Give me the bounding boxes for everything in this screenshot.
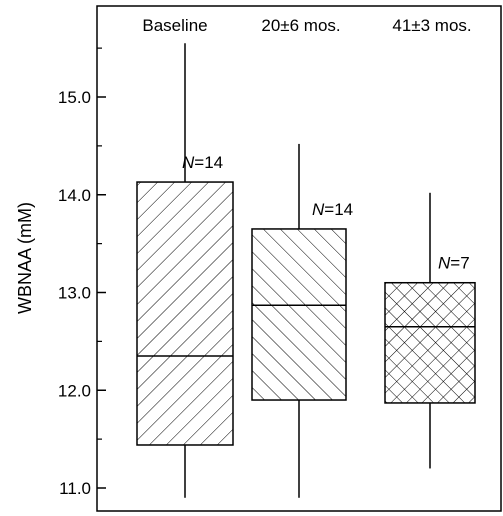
y-tick-label: 11.0 [59,479,91,498]
boxes [136,43,476,498]
n-label: N=7 [438,254,470,273]
box-group [384,192,476,469]
y-tick-label: 12.0 [58,381,91,400]
n-label: N=14 [312,200,353,219]
box-group [251,143,347,498]
box-iqr [251,228,347,401]
n-label: N=14 [182,153,223,172]
box-iqr [136,181,234,446]
box-group [136,43,234,498]
category-labels: Baseline 20±6 mos. 41±3 mos. [142,16,471,35]
y-tick-label: 13.0 [58,284,91,303]
y-tick-label: 15.0 [58,88,91,107]
category-label: 41±3 mos. [392,16,471,35]
plot-frame [96,5,502,512]
n-labels: N=14 N=14 N=7 [182,153,470,273]
category-label: Baseline [142,16,207,35]
y-axis: 11.0 12.0 13.0 14.0 15.0 [58,47,106,498]
y-axis-label: WBNAA (mM) [15,202,35,314]
category-label: 20±6 mos. [261,16,340,35]
y-tick-label: 14.0 [58,186,91,205]
box-iqr [384,281,476,404]
